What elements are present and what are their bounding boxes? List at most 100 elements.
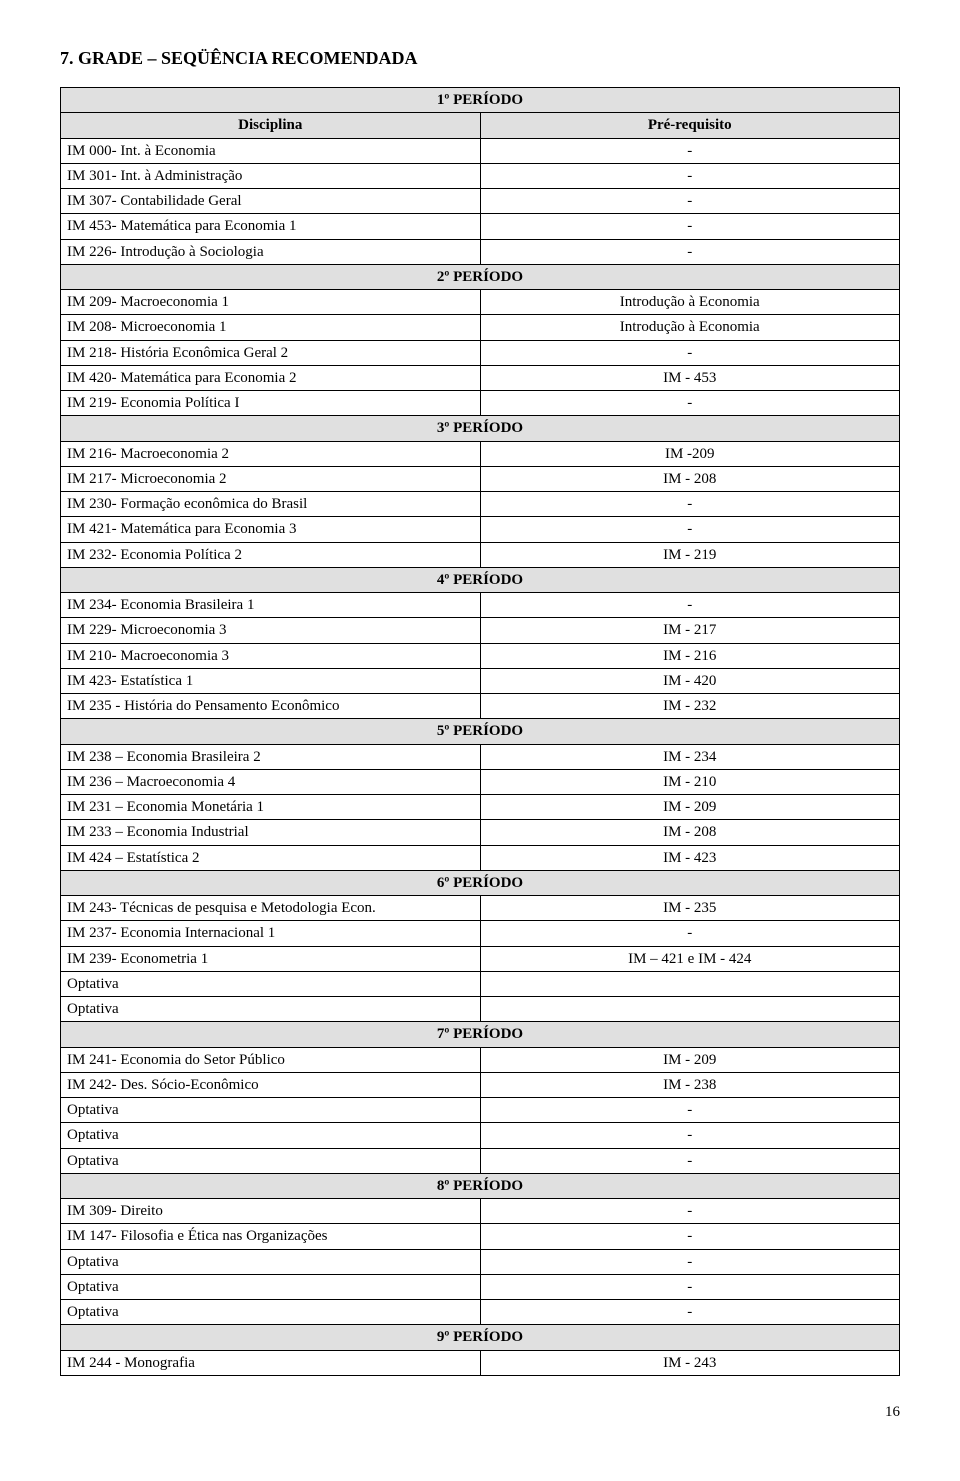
prerequisito-cell xyxy=(480,997,900,1022)
table-row: IM 233 – Economia IndustrialIM - 208 xyxy=(61,820,900,845)
disciplina-cell: IM 210- Macroeconomia 3 xyxy=(61,643,481,668)
table-row: Optativa- xyxy=(61,1098,900,1123)
table-row: IM 230- Formação econômica do Brasil- xyxy=(61,492,900,517)
table-row: IM 307- Contabilidade Geral- xyxy=(61,189,900,214)
prerequisito-cell: IM - 209 xyxy=(480,1047,900,1072)
period-title: 5º PERÍODO xyxy=(61,719,900,744)
period-header: 6º PERÍODO xyxy=(61,870,900,895)
prerequisito-cell: - xyxy=(480,239,900,264)
prerequisito-cell: - xyxy=(480,1274,900,1299)
period-header: 5º PERÍODO xyxy=(61,719,900,744)
prerequisito-cell: - xyxy=(480,1199,900,1224)
disciplina-cell: IM 234- Economia Brasileira 1 xyxy=(61,593,481,618)
disciplina-cell: IM 235 - História do Pensamento Econômic… xyxy=(61,694,481,719)
table-row: IM 218- História Econômica Geral 2- xyxy=(61,340,900,365)
period-header: 1º PERÍODO xyxy=(61,88,900,113)
prerequisito-cell: - xyxy=(480,391,900,416)
disciplina-cell: IM 236 – Macroeconomia 4 xyxy=(61,769,481,794)
prerequisito-cell: IM - 216 xyxy=(480,643,900,668)
prerequisito-cell: IM - 219 xyxy=(480,542,900,567)
disciplina-cell: IM 420- Matemática para Economia 2 xyxy=(61,365,481,390)
prerequisito-cell: IM - 210 xyxy=(480,769,900,794)
disciplina-cell: IM 217- Microeconomia 2 xyxy=(61,466,481,491)
table-row: IM 217- Microeconomia 2IM - 208 xyxy=(61,466,900,491)
disciplina-cell: IM 233 – Economia Industrial xyxy=(61,820,481,845)
prerequisito-cell: - xyxy=(480,517,900,542)
page-number: 16 xyxy=(60,1404,900,1421)
disciplina-cell: IM 216- Macroeconomia 2 xyxy=(61,441,481,466)
prerequisito-cell: - xyxy=(480,1148,900,1173)
prerequisito-cell: Introdução à Economia xyxy=(480,290,900,315)
period-title: 7º PERÍODO xyxy=(61,1022,900,1047)
disciplina-cell: Optativa xyxy=(61,1300,481,1325)
table-row: IM 226- Introdução à Sociologia- xyxy=(61,239,900,264)
table-row: IM 239- Econometria 1IM – 421 e IM - 424 xyxy=(61,946,900,971)
table-row: Optativa xyxy=(61,971,900,996)
period-title: 2º PERÍODO xyxy=(61,264,900,289)
table-row: IM 219- Economia Política I- xyxy=(61,391,900,416)
table-row: IM 000- Int. à Economia- xyxy=(61,138,900,163)
disciplina-cell: IM 226- Introdução à Sociologia xyxy=(61,239,481,264)
period-header: 7º PERÍODO xyxy=(61,1022,900,1047)
period-header: 4º PERÍODO xyxy=(61,567,900,592)
grade-table: 1º PERÍODODisciplinaPré-requisitoIM 000-… xyxy=(60,87,900,1376)
disciplina-cell: IM 232- Economia Política 2 xyxy=(61,542,481,567)
disciplina-cell: Optativa xyxy=(61,971,481,996)
disciplina-cell: IM 239- Econometria 1 xyxy=(61,946,481,971)
prerequisito-cell: Introdução à Economia xyxy=(480,315,900,340)
table-row: Optativa- xyxy=(61,1274,900,1299)
table-row: IM 309- Direito- xyxy=(61,1199,900,1224)
disciplina-cell: IM 309- Direito xyxy=(61,1199,481,1224)
prerequisito-cell: - xyxy=(480,1098,900,1123)
table-row: IM 235 - História do Pensamento Econômic… xyxy=(61,694,900,719)
prerequisito-cell: IM - 235 xyxy=(480,896,900,921)
disciplina-cell: IM 421- Matemática para Economia 3 xyxy=(61,517,481,542)
table-row: Optativa- xyxy=(61,1123,900,1148)
period-title: 6º PERÍODO xyxy=(61,870,900,895)
disciplina-cell: IM 241- Economia do Setor Público xyxy=(61,1047,481,1072)
prerequisito-cell: - xyxy=(480,1123,900,1148)
prerequisito-cell: IM - 232 xyxy=(480,694,900,719)
prerequisito-cell: - xyxy=(480,138,900,163)
disciplina-cell: IM 218- História Econômica Geral 2 xyxy=(61,340,481,365)
table-row: IM 241- Economia do Setor PúblicoIM - 20… xyxy=(61,1047,900,1072)
prerequisito-cell: - xyxy=(480,1249,900,1274)
table-row: IM 147- Filosofia e Ética nas Organizaçõ… xyxy=(61,1224,900,1249)
prerequisito-cell: - xyxy=(480,1224,900,1249)
prerequisito-cell: - xyxy=(480,492,900,517)
period-title: 8º PERÍODO xyxy=(61,1173,900,1198)
column-header-row: DisciplinaPré-requisito xyxy=(61,113,900,138)
table-row: IM 232- Economia Política 2IM - 219 xyxy=(61,542,900,567)
prerequisito-cell: - xyxy=(480,340,900,365)
disciplina-cell: IM 208- Microeconomia 1 xyxy=(61,315,481,340)
table-row: IM 237- Economia Internacional 1- xyxy=(61,921,900,946)
disciplina-cell: Optativa xyxy=(61,1098,481,1123)
prerequisito-cell: IM - 243 xyxy=(480,1350,900,1375)
column-header-prerequisito: Pré-requisito xyxy=(480,113,900,138)
table-row: IM 209- Macroeconomia 1Introdução à Econ… xyxy=(61,290,900,315)
column-header-disciplina: Disciplina xyxy=(61,113,481,138)
period-title: 4º PERÍODO xyxy=(61,567,900,592)
disciplina-cell: IM 243- Técnicas de pesquisa e Metodolog… xyxy=(61,896,481,921)
prerequisito-cell: IM - 217 xyxy=(480,618,900,643)
disciplina-cell: IM 244 - Monografia xyxy=(61,1350,481,1375)
disciplina-cell: IM 301- Int. à Administração xyxy=(61,163,481,188)
table-row: IM 242- Des. Sócio-EconômicoIM - 238 xyxy=(61,1072,900,1097)
prerequisito-cell: IM - 209 xyxy=(480,795,900,820)
disciplina-cell: IM 423- Estatística 1 xyxy=(61,668,481,693)
prerequisito-cell: - xyxy=(480,1300,900,1325)
disciplina-cell: IM 238 – Economia Brasileira 2 xyxy=(61,744,481,769)
prerequisito-cell: IM - 423 xyxy=(480,845,900,870)
prerequisito-cell: - xyxy=(480,593,900,618)
prerequisito-cell: - xyxy=(480,189,900,214)
disciplina-cell: Optativa xyxy=(61,1123,481,1148)
table-row: IM 231 – Economia Monetária 1IM - 209 xyxy=(61,795,900,820)
table-row: IM 238 – Economia Brasileira 2IM - 234 xyxy=(61,744,900,769)
period-title: 1º PERÍODO xyxy=(61,88,900,113)
period-header: 3º PERÍODO xyxy=(61,416,900,441)
table-row: IM 243- Técnicas de pesquisa e Metodolog… xyxy=(61,896,900,921)
prerequisito-cell: - xyxy=(480,921,900,946)
prerequisito-cell: IM – 421 e IM - 424 xyxy=(480,946,900,971)
disciplina-cell: IM 209- Macroeconomia 1 xyxy=(61,290,481,315)
period-header: 8º PERÍODO xyxy=(61,1173,900,1198)
